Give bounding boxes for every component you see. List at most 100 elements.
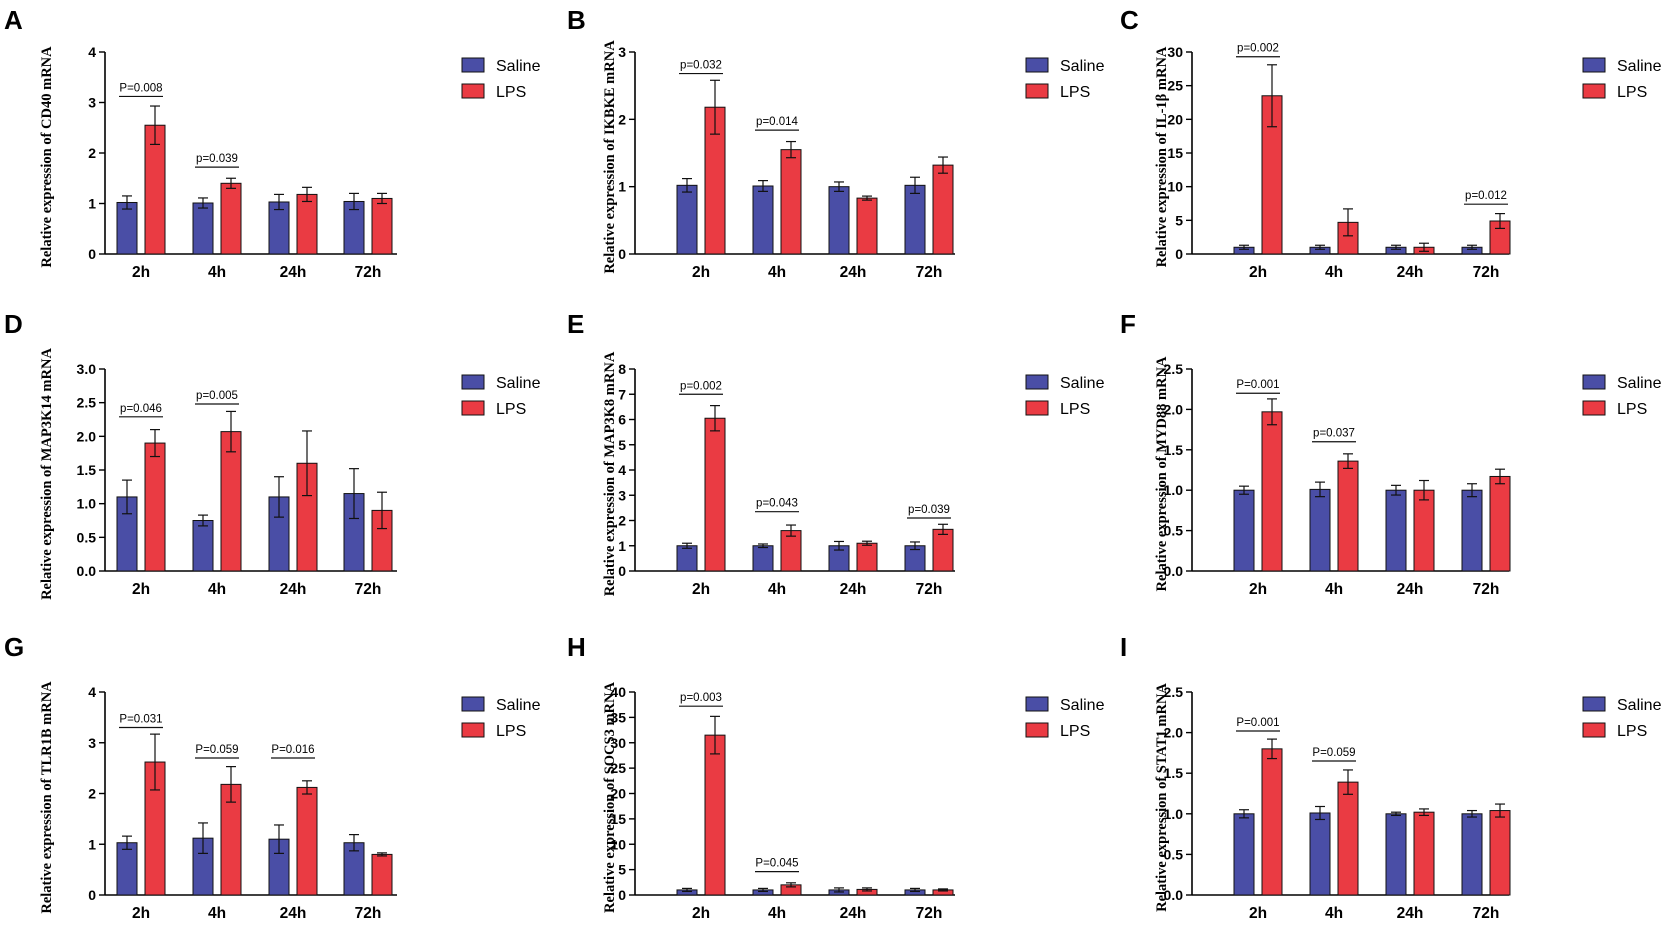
- panel-letter: B: [567, 5, 586, 35]
- y-tick-label: 2.5: [77, 395, 97, 411]
- legend-swatch-saline: [461, 696, 485, 712]
- bar-saline: [192, 202, 214, 255]
- y-tick-label: 1: [88, 196, 96, 212]
- x-tick-label: 2h: [132, 264, 150, 281]
- bar-lps: [780, 149, 802, 255]
- bar-lps: [296, 786, 318, 896]
- y-tick-label: 1: [88, 836, 96, 852]
- legend-swatch-saline: [1582, 57, 1606, 73]
- legend-label: Saline: [1617, 58, 1661, 75]
- y-tick-label: 0.5: [1164, 846, 1184, 862]
- legend-swatch-lps: [1025, 722, 1049, 738]
- x-tick-label: 24h: [840, 581, 867, 598]
- p-value-label: p=0.005: [196, 390, 238, 402]
- p-value-label: p=0.003: [680, 692, 722, 704]
- x-tick-label: 24h: [1397, 581, 1424, 598]
- p-value-label: P=0.001: [1236, 717, 1279, 729]
- legend-swatch-lps: [461, 722, 485, 738]
- y-tick-label: 5: [618, 437, 626, 453]
- bar-lps: [1337, 460, 1359, 572]
- x-tick-label: 4h: [768, 264, 786, 281]
- legend-label: Saline: [1060, 697, 1105, 714]
- y-axis-label: Relative expression of STAT1 mRNA: [1154, 683, 1170, 912]
- chart-panel-c: C Relative expression of IL-1β mRNA 0 5 10 15…: [1120, 5, 1661, 281]
- x-tick-label: 4h: [1325, 264, 1343, 281]
- p-value-label: P=0.001: [1236, 379, 1279, 391]
- legend-label: Saline: [1060, 375, 1105, 392]
- bar-lps: [144, 442, 166, 572]
- y-tick-label: 2: [618, 111, 626, 127]
- legend-swatch-lps: [461, 400, 485, 416]
- y-tick-label: 30: [1167, 44, 1183, 60]
- x-tick-label: 72h: [355, 581, 382, 598]
- p-value-label: p=0.012: [1465, 190, 1507, 202]
- x-tick-label: 72h: [916, 264, 943, 281]
- legend-swatch-saline: [461, 57, 485, 73]
- bar-lps: [856, 197, 878, 255]
- y-tick-label: 0.0: [77, 563, 97, 579]
- legend-label: LPS: [496, 723, 526, 740]
- bar-saline: [1233, 489, 1255, 572]
- bar-lps: [1337, 781, 1359, 896]
- y-tick-label: 1: [618, 179, 626, 195]
- bar-saline: [1309, 488, 1331, 572]
- p-value-label: p=0.043: [756, 498, 798, 510]
- chart-panel-h: H Relative expression of SOCS3 mRNA 0 5 10 15…: [567, 632, 1105, 922]
- y-tick-label: 3: [88, 95, 96, 111]
- bar-lps: [1261, 411, 1283, 572]
- legend-swatch-saline: [1025, 57, 1049, 73]
- p-value-label: p=0.039: [908, 504, 950, 516]
- y-tick-label: 3: [618, 487, 626, 503]
- y-tick-label: 20: [610, 786, 626, 802]
- p-value-label: p=0.046: [120, 403, 162, 415]
- y-tick-label: 2: [88, 145, 96, 161]
- x-tick-label: 72h: [355, 905, 382, 922]
- x-tick-label: 24h: [280, 581, 307, 598]
- x-tick-label: 2h: [692, 264, 710, 281]
- y-tick-label: 7: [618, 386, 626, 402]
- y-tick-label: 25: [610, 760, 626, 776]
- x-tick-label: 2h: [1249, 581, 1267, 598]
- y-tick-label: 15: [1167, 145, 1183, 161]
- bar-saline: [1385, 813, 1407, 896]
- y-tick-label: 0: [1175, 246, 1183, 262]
- x-tick-label: 24h: [280, 905, 307, 922]
- legend-swatch-lps: [1025, 400, 1049, 416]
- y-axis-label: Relative expression of CD40 mRNA: [39, 46, 55, 268]
- panel-letter: H: [567, 632, 586, 662]
- y-tick-label: 6: [618, 412, 626, 428]
- bar-saline: [1461, 813, 1483, 896]
- legend-swatch-lps: [1582, 722, 1606, 738]
- panel-letter: E: [567, 309, 584, 339]
- y-tick-label: 0: [88, 887, 96, 903]
- y-axis-label: Relative expression of MAP3K14 mRNA: [39, 348, 55, 600]
- x-tick-label: 4h: [1325, 905, 1343, 922]
- p-value-label: p=0.037: [1313, 428, 1355, 440]
- p-value-label: P=0.031: [119, 714, 162, 726]
- y-tick-label: 1.5: [1164, 442, 1184, 458]
- x-tick-label: 72h: [916, 905, 943, 922]
- bar-saline: [1385, 489, 1407, 572]
- y-tick-label: 1.0: [1164, 806, 1184, 822]
- bar-saline: [1233, 813, 1255, 896]
- panel-letter: G: [4, 632, 24, 662]
- p-value-label: P=0.008: [119, 82, 162, 94]
- x-tick-label: 24h: [280, 264, 307, 281]
- panel-letter: C: [1120, 5, 1139, 35]
- p-value-label: P=0.059: [1312, 747, 1355, 759]
- x-tick-label: 24h: [1397, 264, 1424, 281]
- legend-label: LPS: [1060, 401, 1090, 418]
- y-axis-label: Relative expression of TLR1B mRNA: [39, 681, 55, 914]
- bar-lps: [1489, 810, 1511, 896]
- x-tick-label: 2h: [1249, 905, 1267, 922]
- x-tick-label: 72h: [1473, 581, 1500, 598]
- bar-saline: [1461, 489, 1483, 572]
- y-tick-label: 2.5: [1164, 361, 1184, 377]
- y-tick-label: 35: [610, 709, 626, 725]
- y-tick-label: 5: [1175, 212, 1183, 228]
- y-axis-label: Relative expression of IL-1β mRNA: [1154, 46, 1170, 267]
- y-tick-label: 3: [618, 44, 626, 60]
